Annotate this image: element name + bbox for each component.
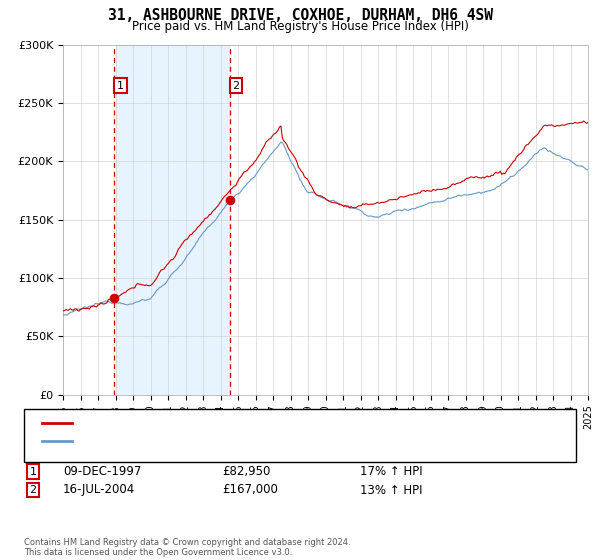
Text: 17% ↑ HPI: 17% ↑ HPI	[360, 465, 422, 478]
Text: 31, ASHBOURNE DRIVE, COXHOE, DURHAM, DH6 4SW: 31, ASHBOURNE DRIVE, COXHOE, DURHAM, DH6…	[107, 8, 493, 24]
Text: 2: 2	[29, 485, 37, 495]
Text: 16-JUL-2004: 16-JUL-2004	[63, 483, 135, 497]
Point	[110, 293, 119, 302]
Text: 1: 1	[29, 466, 37, 477]
Text: £167,000: £167,000	[222, 483, 278, 497]
Text: 13% ↑ HPI: 13% ↑ HPI	[360, 483, 422, 497]
Text: 31, ASHBOURNE DRIVE, COXHOE, DURHAM, DH6 4SW (detached house): 31, ASHBOURNE DRIVE, COXHOE, DURHAM, DH6…	[78, 418, 454, 428]
Point	[225, 195, 235, 204]
Text: 1: 1	[117, 81, 124, 91]
Text: 09-DEC-1997: 09-DEC-1997	[63, 465, 142, 478]
Text: 2: 2	[233, 81, 240, 91]
Text: Contains HM Land Registry data © Crown copyright and database right 2024.
This d: Contains HM Land Registry data © Crown c…	[24, 538, 350, 557]
Text: HPI: Average price, detached house, County Durham: HPI: Average price, detached house, Coun…	[78, 436, 353, 446]
Text: £82,950: £82,950	[222, 465, 271, 478]
Text: Price paid vs. HM Land Registry's House Price Index (HPI): Price paid vs. HM Land Registry's House …	[131, 20, 469, 32]
